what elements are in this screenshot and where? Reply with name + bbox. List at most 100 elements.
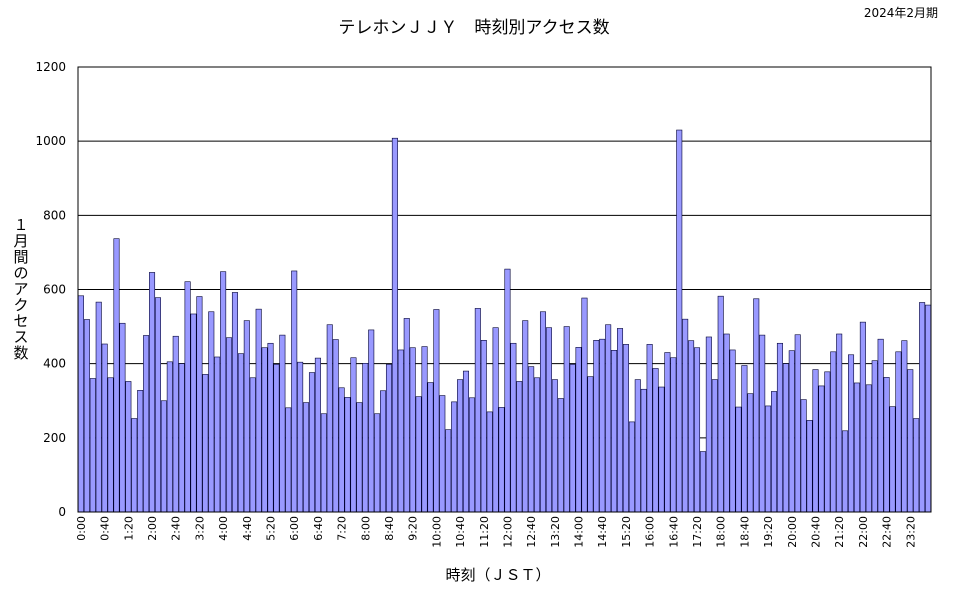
bar: [231, 292, 238, 513]
bar: [575, 347, 582, 513]
bar: [427, 382, 434, 513]
x-tick-label: 13:20: [549, 516, 562, 548]
y-tick-label: 0: [58, 505, 66, 519]
chart-title: テレホンＪＪＹ 時刻別アクセス数: [338, 18, 609, 38]
bar: [901, 340, 908, 513]
bar: [510, 342, 517, 513]
bar: [113, 238, 120, 513]
x-tick-label: 3:20: [193, 516, 206, 541]
bar: [308, 372, 315, 513]
bar: [587, 376, 594, 513]
bar: [119, 322, 126, 513]
bar: [314, 357, 321, 513]
bar: [380, 390, 387, 513]
x-tick-label: 22:40: [881, 516, 894, 548]
bar: [848, 354, 855, 513]
x-tick-label: 12:40: [525, 516, 538, 548]
bar: [486, 411, 493, 513]
x-tick-label: 20:40: [810, 516, 823, 548]
x-tick-label: 6:40: [312, 516, 325, 541]
y-axis-title-char: 数: [13, 344, 28, 362]
bar: [344, 397, 351, 513]
y-axis-title-char: ス: [13, 328, 28, 346]
bar: [498, 407, 505, 513]
bar: [776, 342, 783, 513]
bar: [421, 346, 428, 513]
y-tick-label: 1200: [35, 60, 66, 74]
bar: [279, 334, 286, 513]
bar: [350, 357, 357, 513]
bar: [172, 335, 179, 513]
y-axis-title-char: の: [13, 264, 28, 282]
bar: [415, 396, 422, 513]
bar: [137, 390, 144, 513]
bar: [616, 328, 624, 513]
x-tick-label: 14:00: [573, 516, 586, 548]
bar: [451, 401, 458, 513]
y-axis-title-char: 月: [13, 232, 28, 250]
bar: [255, 308, 262, 513]
bar: [332, 339, 339, 513]
bar: [925, 304, 932, 513]
bar: [107, 377, 114, 513]
bar: [504, 268, 511, 513]
plot-area-border: [77, 66, 932, 513]
x-tick-label: 8:40: [383, 516, 396, 541]
bar: [652, 368, 659, 513]
y-tick-label: 1000: [35, 134, 66, 148]
bar: [303, 402, 310, 513]
x-tick-label: 11:20: [478, 516, 491, 548]
bar: [705, 336, 712, 513]
bar: [865, 384, 872, 513]
bar: [480, 339, 487, 513]
bar: [557, 398, 564, 513]
x-tick-label: 4:40: [241, 516, 254, 541]
bar: [688, 340, 695, 513]
y-tick-label: 800: [43, 208, 66, 222]
bar: [800, 399, 807, 513]
bar: [403, 318, 410, 513]
bar: [184, 281, 191, 513]
bar: [545, 327, 552, 513]
bar: [836, 333, 843, 513]
bar: [125, 381, 132, 513]
y-axis: 0 200 400 600 800 1000 1200: [35, 60, 66, 519]
bar: [658, 386, 665, 513]
bar: [551, 379, 558, 513]
bar: [83, 319, 90, 513]
bar: [640, 388, 647, 513]
bar: [243, 320, 250, 513]
bar: [699, 451, 706, 513]
bar: [101, 343, 108, 513]
period-label: 2024年2月期: [864, 6, 938, 20]
x-tick-label: 4:00: [217, 516, 230, 541]
x-tick-label: 18:40: [738, 516, 751, 548]
x-tick-label: 2:40: [170, 516, 183, 541]
bar: [889, 406, 896, 513]
x-tick-label: 20:00: [786, 516, 799, 548]
x-tick-label: 23:20: [904, 516, 917, 548]
bar: [131, 418, 138, 513]
x-tick-label: 15:20: [620, 516, 633, 548]
y-tick-label: 400: [43, 357, 66, 371]
bar: [267, 342, 274, 513]
bar: [830, 351, 837, 513]
y-axis-title-char: １: [13, 216, 28, 234]
y-axis-title-char: ク: [13, 296, 28, 314]
x-tick-label: 12:00: [502, 516, 515, 548]
bar: [717, 295, 724, 513]
bar: [356, 402, 363, 513]
bar: [462, 370, 469, 513]
x-tick-label: 5:20: [265, 516, 278, 541]
bar: [806, 420, 813, 513]
bar: [919, 302, 926, 513]
bar: [735, 406, 742, 513]
bar: [883, 377, 890, 513]
x-tick-label: 0:40: [99, 516, 112, 541]
bar: [320, 413, 327, 513]
bar: [368, 329, 375, 513]
bar: [771, 391, 778, 513]
bar: [694, 347, 701, 513]
bar: [237, 353, 244, 513]
